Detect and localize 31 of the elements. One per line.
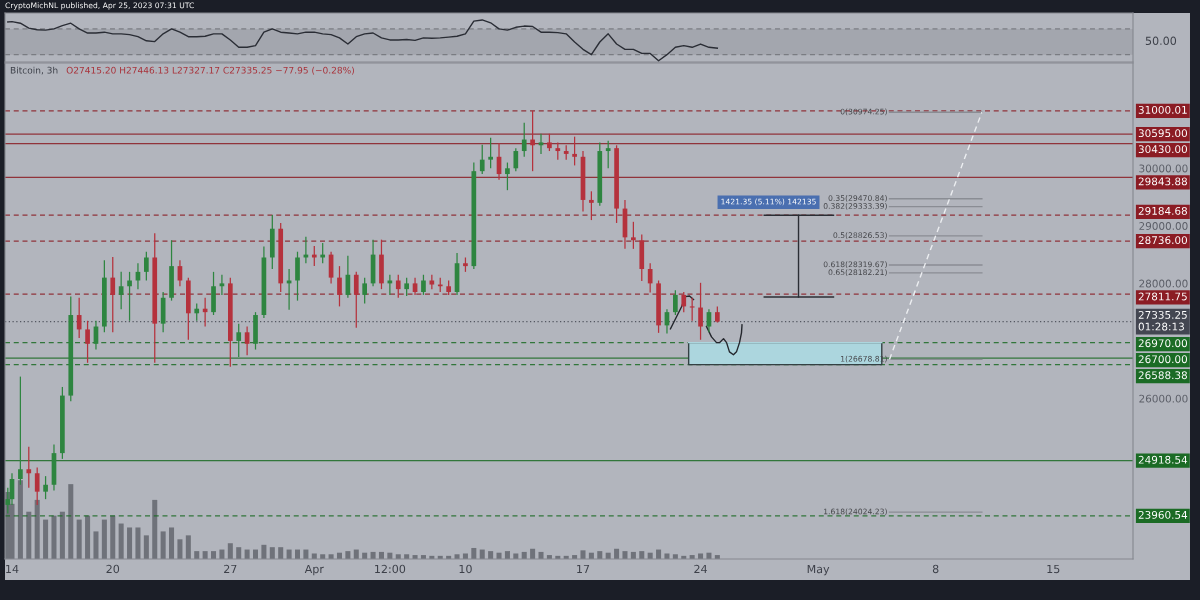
x-tick-label: 20: [106, 564, 120, 574]
ref-line-label: 30595.00: [1138, 129, 1188, 138]
x-tick-label: 17: [577, 564, 590, 573]
text: 50.00: [1145, 36, 1177, 46]
x-tick-label: 27: [224, 564, 237, 573]
chart-subtitle: O27415.20 H27446.13 L27327.17 C27335.25 −77.95 (−0.28%): [66, 66, 354, 75]
x-tick-label: 15: [1047, 564, 1060, 574]
ref-line-label: 27335.25 01:28:13: [1138, 310, 1187, 331]
ref-line-label: 28736.00: [1138, 236, 1188, 245]
x-tick-label: 24: [694, 564, 707, 573]
ref-line-label: 26588.38: [1138, 371, 1187, 380]
x-tick-label: Apr: [304, 564, 324, 576]
y-tick-label: 26000.00: [1139, 394, 1188, 403]
ref-line-label: 29184.68: [1138, 206, 1187, 215]
ref-line-label: 30430.00: [1138, 145, 1188, 154]
x-tick-label: 10: [459, 564, 472, 574]
x-tick-label: May: [807, 564, 830, 576]
x-tick-label: 12:00: [375, 564, 406, 574]
y-tick-label: 30000.00: [1139, 164, 1188, 173]
ref-line-label: 31000.01: [1138, 105, 1187, 114]
ref-line-label: 29843.88: [1138, 177, 1187, 186]
ref-line-label: 27811.75: [1138, 292, 1187, 301]
x-tick-label: 14: [6, 564, 19, 573]
y-tick-label: 29000.00: [1139, 222, 1188, 230]
ref-line-label: 23960.54: [1138, 510, 1188, 519]
x-tick-label: 8: [932, 564, 939, 574]
ref-line-label: 26700.00: [1138, 355, 1188, 364]
ref-line-label: 26970.00: [1138, 339, 1188, 348]
chart-title: Bitcoin, 3h: [10, 66, 58, 75]
y-tick-label: 28000.00: [1139, 279, 1188, 288]
ref-line-label: 24918.54: [1138, 455, 1188, 464]
